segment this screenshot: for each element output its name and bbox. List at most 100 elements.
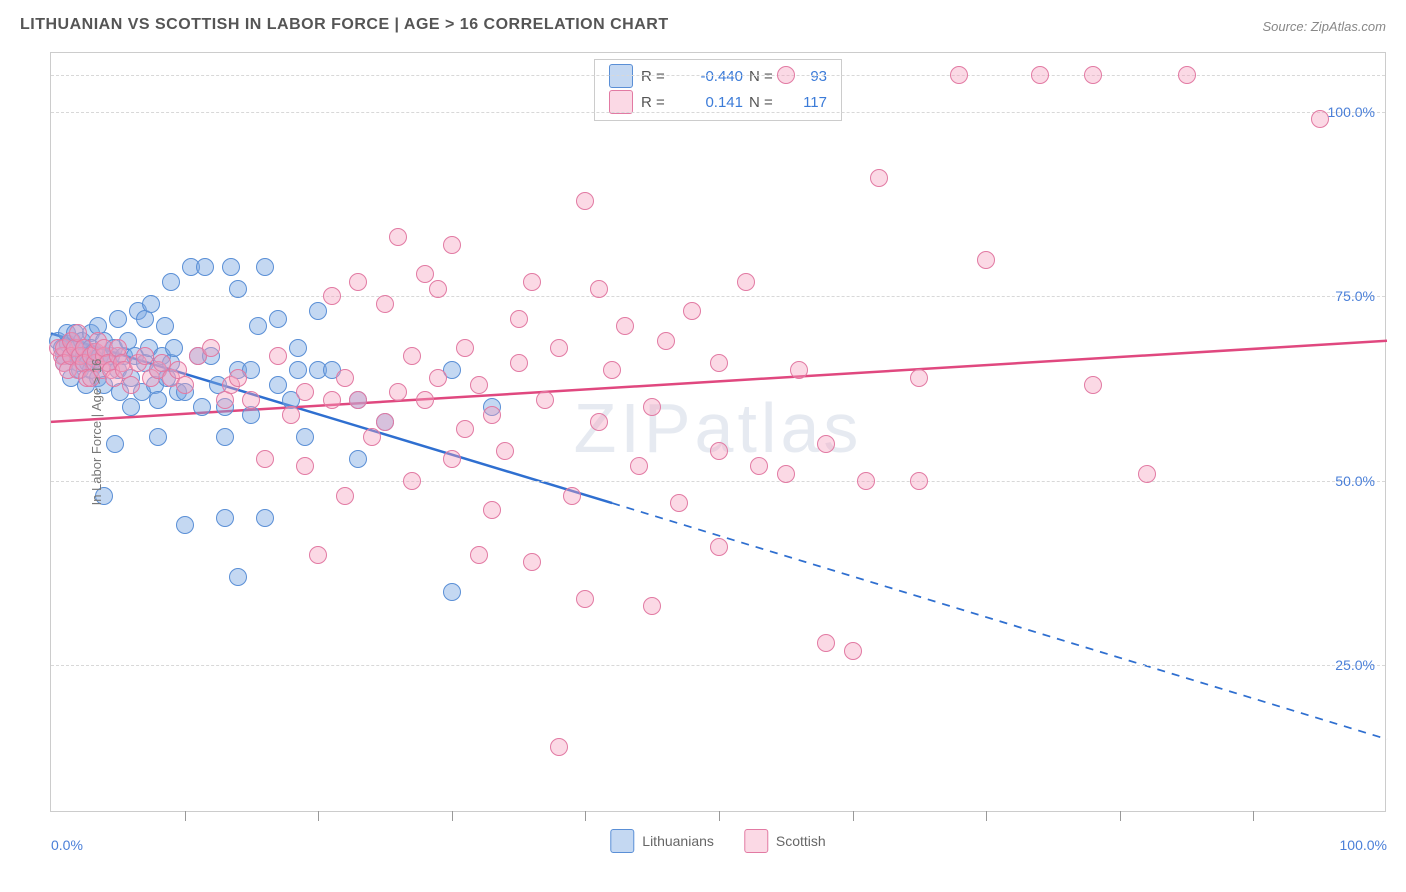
data-point-lithuanians [176,516,194,534]
data-point-scottish [269,347,287,365]
data-point-lithuanians [149,428,167,446]
data-point-scottish [817,435,835,453]
x-tick [185,811,186,821]
data-point-scottish [309,546,327,564]
data-point-scottish [282,406,300,424]
data-point-scottish [590,413,608,431]
legend-swatch-lithuanians [610,829,634,853]
data-point-scottish [229,369,247,387]
data-point-scottish [910,369,928,387]
source-attribution: Source: ZipAtlas.com [1262,19,1386,34]
x-axis-legend: Lithuanians Scottish [610,829,825,853]
data-point-lithuanians [165,339,183,357]
data-point-scottish [336,487,354,505]
data-point-lithuanians [149,391,167,409]
gridline [51,665,1385,666]
data-point-scottish [550,738,568,756]
data-point-scottish [510,310,528,328]
stat-n-value-scottish: 117 [787,94,827,111]
source-name: ZipAtlas.com [1311,19,1386,34]
data-point-scottish [416,391,434,409]
x-tick [452,811,453,821]
data-point-scottish [443,236,461,254]
data-point-scottish [256,450,274,468]
data-point-scottish [470,546,488,564]
data-point-scottish [389,228,407,246]
data-point-scottish [817,634,835,652]
stat-swatch-scottish [609,90,633,114]
data-point-scottish [496,442,514,460]
data-point-scottish [603,361,621,379]
data-point-scottish [737,273,755,291]
data-point-scottish [122,376,140,394]
data-point-scottish [202,339,220,357]
data-point-scottish [950,66,968,84]
legend-label-lithuanians: Lithuanians [642,833,714,849]
stat-r-value-scottish: 0.141 [683,94,743,111]
data-point-scottish [323,391,341,409]
gridline [51,296,1385,297]
data-point-lithuanians [349,450,367,468]
data-point-scottish [777,465,795,483]
data-point-scottish [483,406,501,424]
data-point-scottish [710,442,728,460]
data-point-lithuanians [296,428,314,446]
source-prefix: Source: [1262,19,1310,34]
data-point-lithuanians [269,310,287,328]
data-point-scottish [429,280,447,298]
data-point-scottish [242,391,260,409]
data-point-scottish [376,413,394,431]
data-point-lithuanians [109,310,127,328]
data-point-scottish [1084,376,1102,394]
data-point-scottish [456,339,474,357]
data-point-scottish [616,317,634,335]
data-point-lithuanians [289,361,307,379]
y-tick-label: 100.0% [1328,104,1375,120]
y-tick-label: 50.0% [1335,473,1375,489]
data-point-scottish [910,472,928,490]
data-point-scottish [643,597,661,615]
title-bar: LITHUANIAN VS SCOTTISH IN LABOR FORCE | … [20,16,1386,34]
stat-n-label: N = [749,94,781,111]
x-tick-label: 0.0% [51,837,83,853]
data-point-scottish [977,251,995,269]
data-point-scottish [389,383,407,401]
data-point-scottish [870,169,888,187]
data-point-scottish [523,273,541,291]
data-point-scottish [750,457,768,475]
y-axis-label: In Labor Force | Age > 16 [89,359,104,506]
stat-r-label: R = [641,94,677,111]
x-tick [719,811,720,821]
data-point-scottish [296,383,314,401]
data-point-lithuanians [122,398,140,416]
data-point-scottish [790,361,808,379]
data-point-scottish [710,538,728,556]
data-point-lithuanians [256,509,274,527]
data-point-lithuanians [256,258,274,276]
data-point-lithuanians [249,317,267,335]
y-tick-label: 75.0% [1335,288,1375,304]
data-point-scottish [429,369,447,387]
plot-canvas: ZIPatlas R =-0.440N =93R =0.141N =117 25… [51,53,1385,811]
data-point-lithuanians [222,258,240,276]
data-point-lithuanians [443,583,461,601]
x-tick [1120,811,1121,821]
data-point-scottish [323,287,341,305]
data-point-scottish [349,391,367,409]
data-point-scottish [470,376,488,394]
plot-area: ZIPatlas R =-0.440N =93R =0.141N =117 25… [50,52,1386,812]
legend-item-scottish: Scottish [744,829,826,853]
data-point-scottish [670,494,688,512]
trend-lines-layer [51,53,1387,813]
data-point-scottish [857,472,875,490]
x-tick [318,811,319,821]
data-point-scottish [536,391,554,409]
data-point-lithuanians [229,280,247,298]
data-point-lithuanians [269,376,287,394]
x-tick [1253,811,1254,821]
data-point-scottish [710,354,728,372]
data-point-scottish [844,642,862,660]
x-tick-label: 100.0% [1340,837,1387,853]
data-point-scottish [1138,465,1156,483]
data-point-scottish [576,590,594,608]
